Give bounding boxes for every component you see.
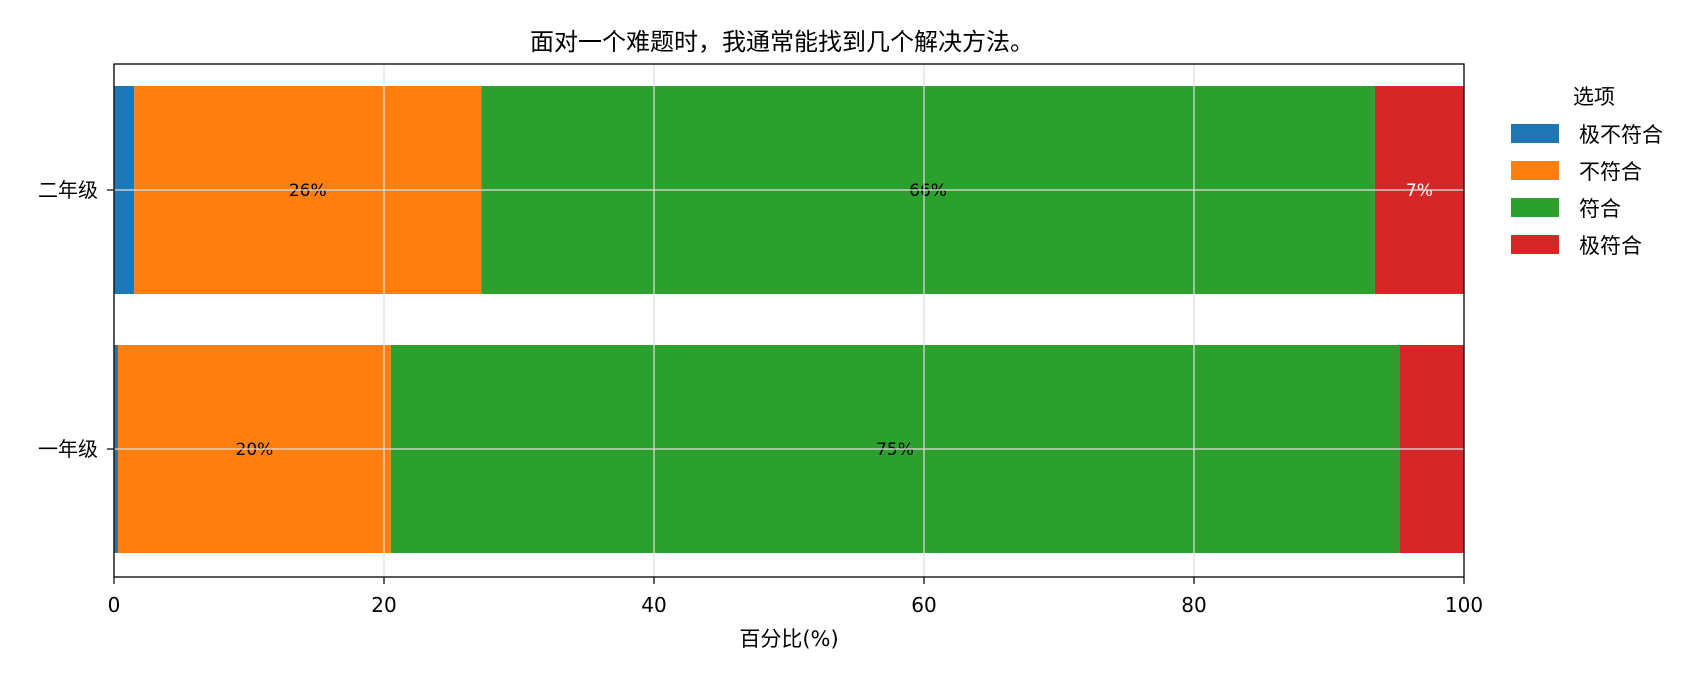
legend-swatch [1511,161,1559,180]
bar-segments [114,86,1464,553]
x-tick-label: 60 [911,593,936,617]
legend-label: 极不符合 [1579,123,1663,147]
data-label: 20% [236,440,274,460]
y-tick-label: 二年级 [38,178,98,202]
x-tick-label: 0 [108,593,121,617]
data-label: 26% [289,181,327,201]
legend-label: 不符合 [1579,160,1642,184]
legend-swatch [1511,124,1559,143]
plot-frame [113,63,1465,578]
x-tick-label: 20 [371,593,396,617]
legend-title: 选项 [1573,85,1615,109]
y-tick-label: 一年级 [38,437,98,461]
data-label: 7% [1406,181,1433,201]
legend-swatch [1511,235,1559,254]
x-tick-label: 100 [1445,593,1483,617]
x-tick-label: 80 [1181,593,1206,617]
x-axis: 0 20 40 60 80 100 [108,577,1483,617]
legend-swatch [1511,198,1559,217]
chart-title: 面对一个难题时，我通常能找到几个解决方法。 [530,28,1034,56]
legend-label: 极符合 [1579,234,1642,258]
legend-label: 符合 [1579,197,1621,221]
data-label: 66% [909,181,947,201]
data-label: 75% [876,440,914,460]
x-tick-label: 40 [641,593,666,617]
x-axis-label: 百分比(%) [739,627,838,651]
